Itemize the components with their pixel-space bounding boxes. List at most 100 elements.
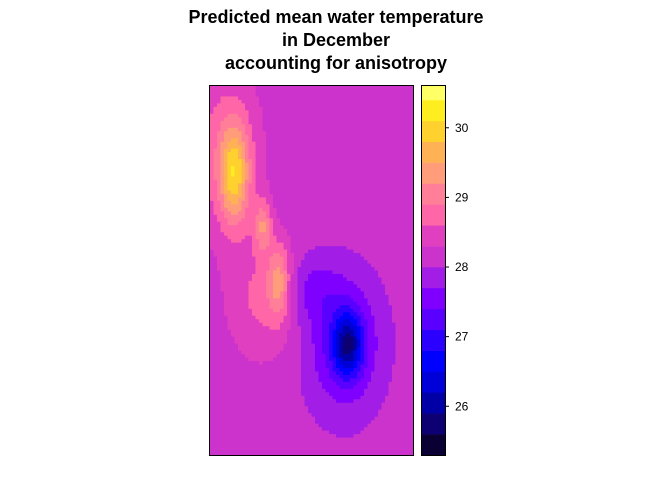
heatmap-cell	[311, 207, 316, 212]
heatmap-cell	[322, 96, 327, 101]
heatmap-cell	[255, 239, 260, 244]
heatmap-cell	[227, 308, 232, 313]
heatmap-cell	[227, 124, 232, 129]
heatmap-cell	[395, 173, 400, 178]
heatmap-cell	[378, 218, 383, 223]
heatmap-cell	[238, 131, 243, 136]
heatmap-cell	[287, 253, 292, 258]
heatmap-cell	[287, 347, 292, 352]
heatmap-cell	[392, 200, 397, 205]
heatmap-cell	[336, 277, 341, 282]
heatmap-cell	[245, 263, 250, 268]
heatmap-cell	[276, 96, 281, 101]
heatmap-cell	[304, 280, 309, 286]
heatmap-cell	[224, 183, 229, 188]
heatmap-cell	[371, 145, 376, 150]
heatmap-cell	[353, 277, 358, 282]
heatmap-cell	[343, 367, 348, 373]
heatmap-cell	[290, 361, 295, 366]
heatmap-cell	[353, 273, 358, 279]
heatmap-cell	[350, 287, 355, 292]
heatmap-cell	[336, 333, 341, 338]
heatmap-cell	[336, 308, 341, 313]
heatmap-cell	[276, 207, 281, 212]
heatmap-cell	[262, 291, 267, 296]
heatmap-cell	[367, 197, 372, 202]
heatmap-cell	[224, 280, 229, 286]
heatmap-cell	[234, 305, 239, 310]
heatmap-cell	[259, 263, 264, 268]
heatmap-cell	[364, 260, 369, 265]
heatmap-cell	[322, 173, 327, 178]
heatmap-cell	[273, 347, 278, 352]
heatmap-cell	[224, 127, 229, 132]
heatmap-cell	[224, 207, 229, 212]
heatmap-cell	[406, 340, 411, 345]
heatmap-cell	[311, 92, 316, 98]
heatmap-cell	[273, 214, 278, 219]
heatmap-cell	[325, 152, 330, 157]
heatmap-cell	[248, 89, 253, 94]
heatmap-cell	[287, 340, 292, 345]
heatmap-cell	[311, 343, 316, 348]
heatmap-cell	[304, 235, 309, 240]
heatmap-cell	[290, 326, 295, 331]
heatmap-cell	[210, 221, 215, 226]
heatmap-cell	[308, 99, 313, 104]
heatmap-cell	[336, 211, 341, 216]
heatmap-cell	[378, 173, 383, 178]
heatmap-cell	[395, 367, 400, 373]
heatmap-cell	[385, 103, 390, 108]
heatmap-cell	[273, 312, 278, 317]
heatmap-cell	[332, 113, 337, 118]
heatmap-cell	[217, 350, 222, 355]
heatmap-cell	[371, 246, 376, 251]
heatmap-cell	[353, 312, 358, 317]
heatmap-cell	[269, 294, 274, 299]
heatmap-cell	[304, 340, 309, 345]
heatmap-cell	[395, 190, 400, 195]
heatmap-cell	[364, 106, 369, 111]
heatmap-cell	[364, 284, 369, 289]
heatmap-cell	[346, 374, 351, 380]
heatmap-cell	[311, 152, 316, 157]
heatmap-cell	[301, 367, 306, 373]
heatmap-cell	[304, 277, 309, 282]
heatmap-cell	[213, 103, 218, 108]
heatmap-cell	[339, 159, 344, 164]
heatmap-cell	[259, 267, 264, 272]
heatmap-cell	[245, 312, 250, 317]
heatmap-cell	[266, 124, 271, 129]
heatmap-cell	[269, 239, 274, 244]
heatmap-cell	[252, 152, 257, 157]
heatmap-cell	[301, 169, 306, 174]
heatmap-cell	[290, 329, 295, 334]
heatmap-cell	[252, 228, 257, 233]
heatmap-cell	[353, 155, 358, 160]
heatmap-cell	[220, 117, 225, 122]
heatmap-cell	[353, 235, 358, 240]
heatmap-cell	[220, 152, 225, 157]
heatmap-cell	[280, 253, 285, 258]
heatmap-cell	[395, 239, 400, 244]
heatmap-cell	[283, 92, 288, 98]
heatmap-cell	[353, 319, 358, 324]
heatmap-cell	[301, 267, 306, 272]
heatmap-cell	[210, 364, 215, 369]
heatmap-cell	[259, 374, 264, 380]
heatmap-cell	[381, 141, 386, 146]
heatmap-cell	[388, 106, 393, 111]
heatmap-cell	[283, 284, 288, 289]
heatmap-cell	[381, 204, 386, 209]
heatmap-cell	[364, 92, 369, 98]
heatmap-cell	[350, 371, 355, 376]
heatmap-cell	[224, 214, 229, 219]
heatmap-cell	[276, 221, 281, 226]
heatmap-cell	[234, 315, 239, 320]
heatmap-cell	[301, 120, 306, 125]
heatmap-cell	[325, 221, 330, 226]
heatmap-cell	[371, 152, 376, 157]
heatmap-cell	[374, 253, 379, 258]
heatmap-cell	[210, 263, 215, 268]
heatmap-cell	[273, 343, 278, 348]
